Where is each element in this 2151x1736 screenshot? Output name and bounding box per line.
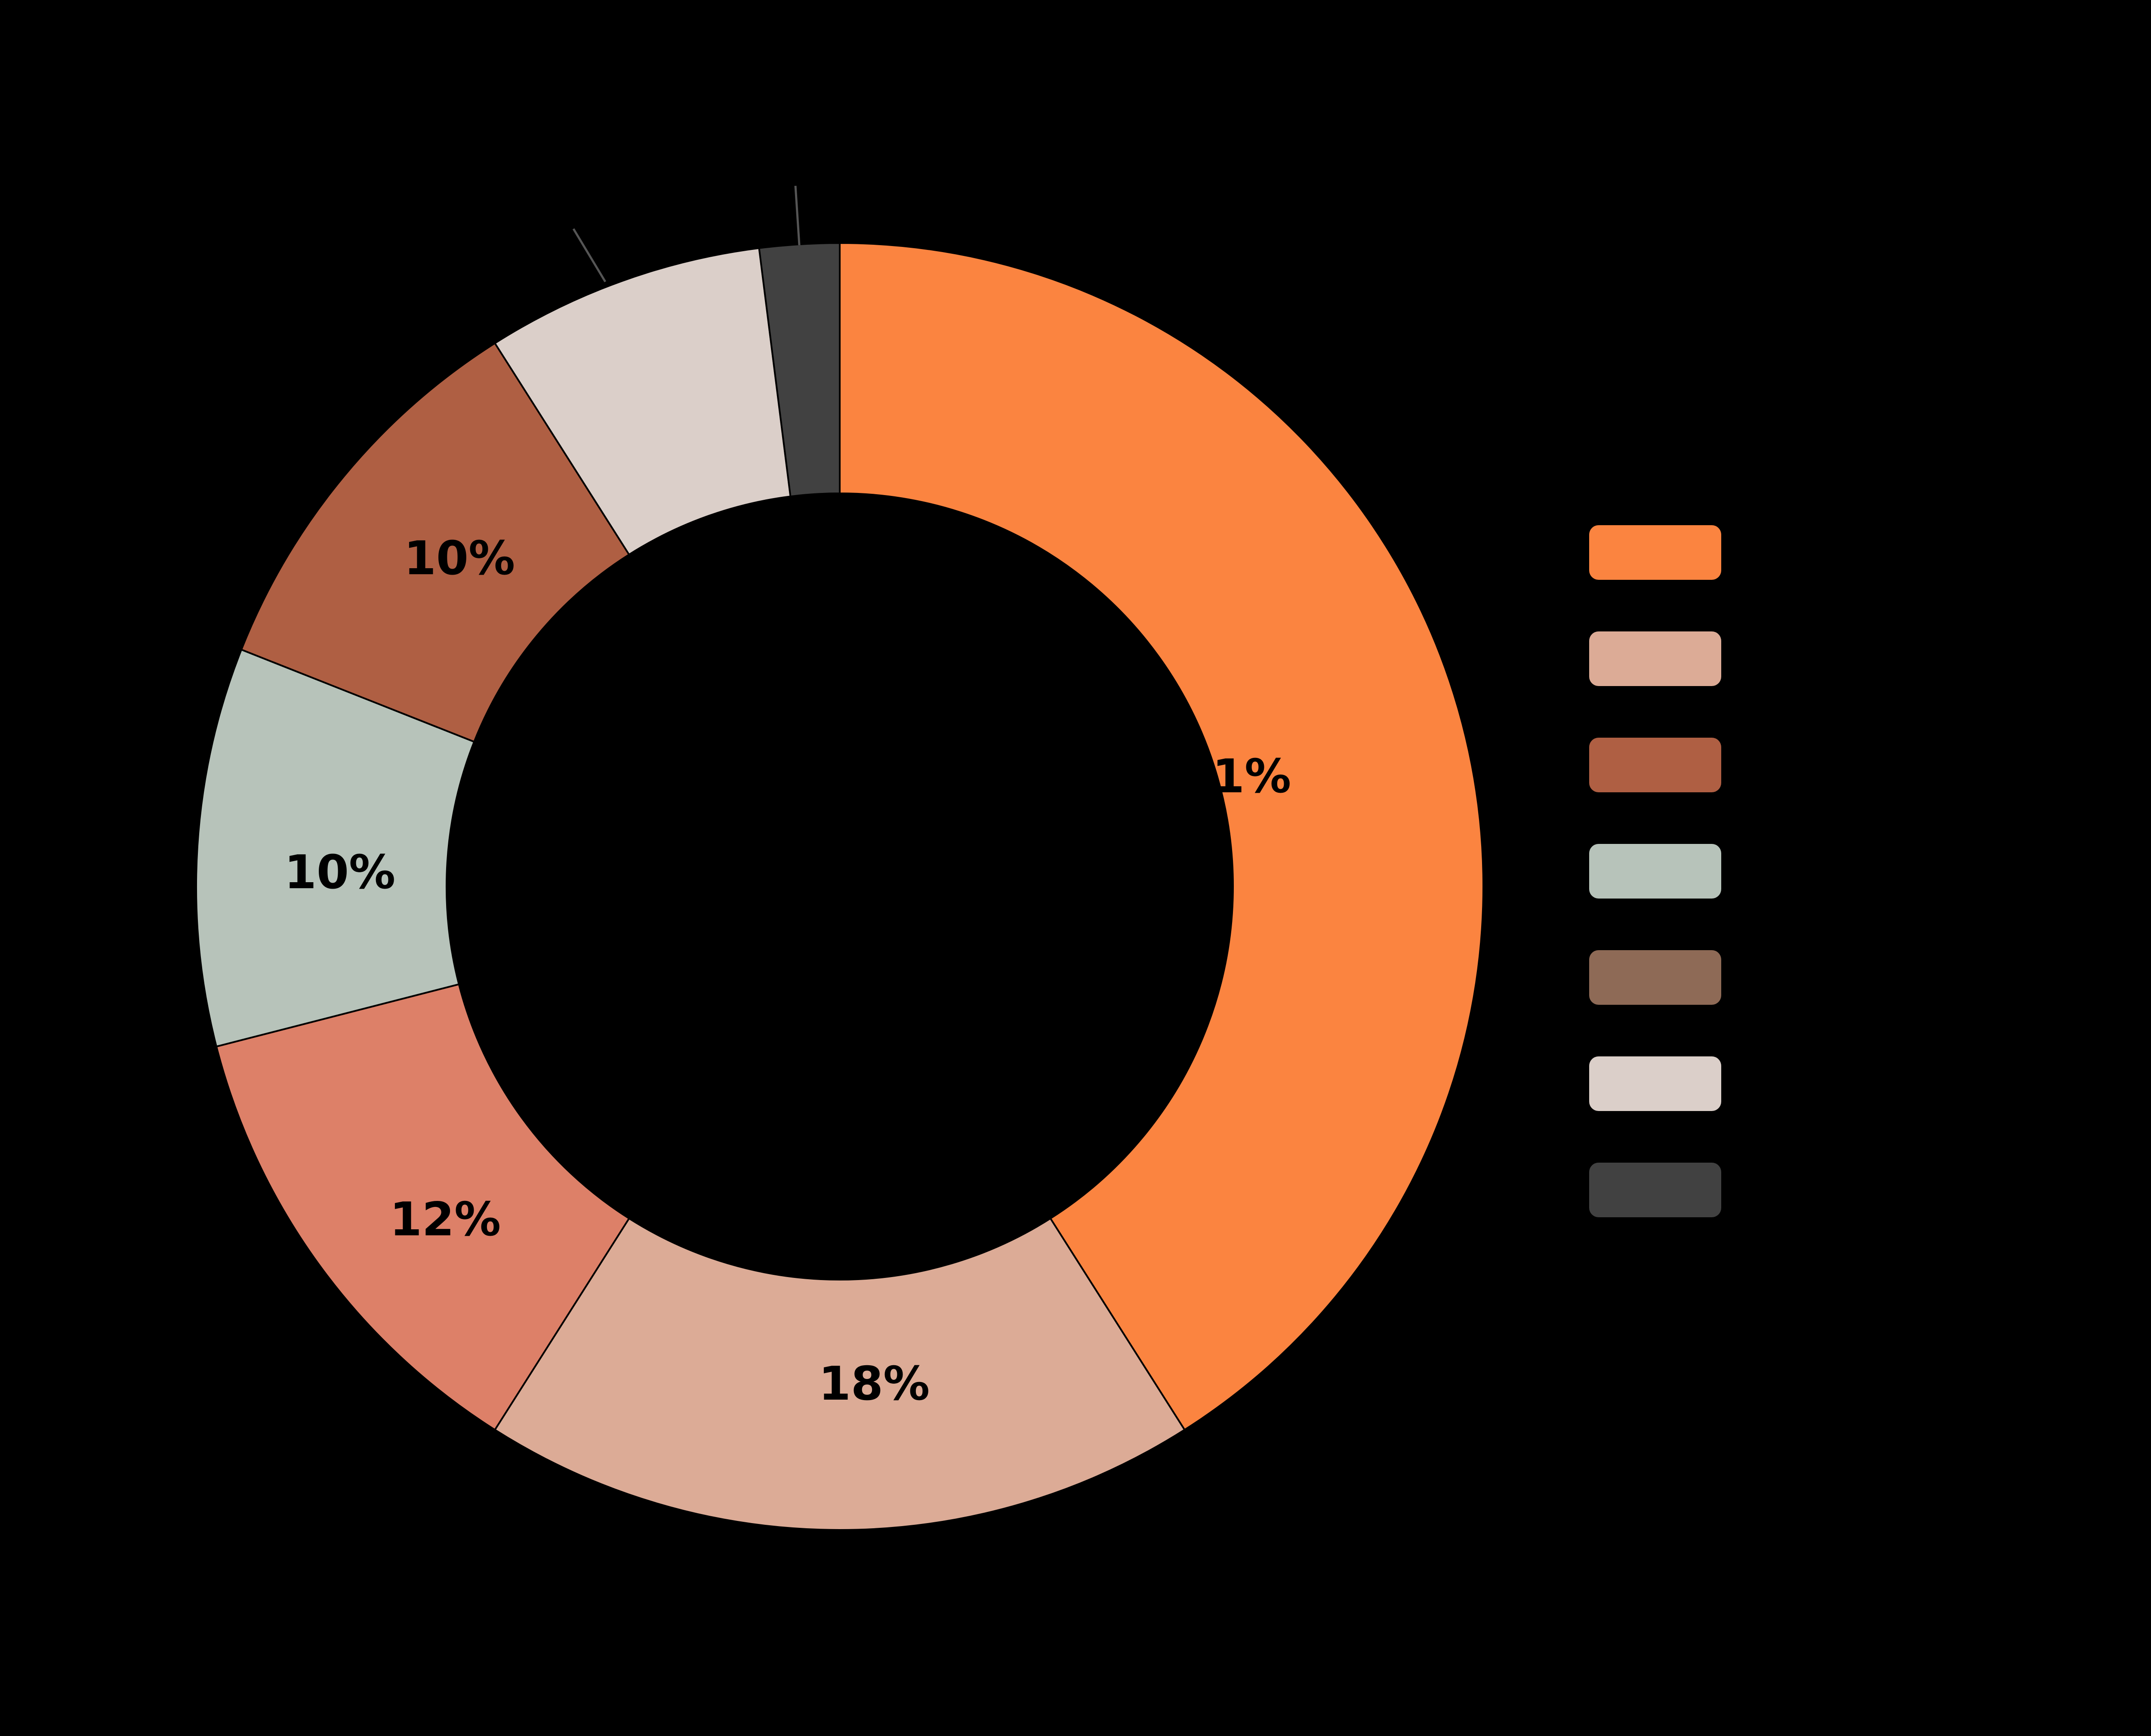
leader-line-slice-6 [572, 228, 607, 283]
slice-labels: 41% 18% 12% 10% 10% [284, 532, 1291, 1411]
leader-lines [572, 185, 801, 283]
leader-line-slice-7 [794, 185, 801, 246]
legend-swatch-5[interactable] [1589, 950, 1721, 1005]
donut-slices [195, 242, 1484, 1531]
slice-label-10-brown: 10% [404, 532, 515, 585]
slice-label-10-sage: 10% [284, 846, 396, 899]
legend-swatch-2[interactable] [1589, 631, 1721, 686]
legend-swatch-6[interactable] [1589, 1056, 1721, 1111]
donut-slice-7[interactable] [758, 242, 841, 498]
donut-slice-5[interactable] [240, 342, 631, 743]
donut-slice-6[interactable] [493, 247, 792, 556]
legend-swatch-4[interactable] [1589, 844, 1721, 899]
legend-swatch-3[interactable] [1589, 738, 1721, 792]
donut-slice-3[interactable] [215, 983, 631, 1431]
donut-slice-1[interactable] [839, 242, 1484, 1431]
donut-slice-4[interactable] [195, 648, 475, 1048]
donut-slice-2[interactable] [493, 1217, 1186, 1531]
slice-label-41: 41% [1180, 750, 1291, 803]
chart-legend [1589, 525, 1721, 1217]
slice-label-12: 12% [390, 1193, 501, 1247]
slice-label-18: 18% [819, 1357, 930, 1411]
legend-swatch-7[interactable] [1589, 1163, 1721, 1217]
legend-swatch-1[interactable] [1589, 525, 1721, 580]
